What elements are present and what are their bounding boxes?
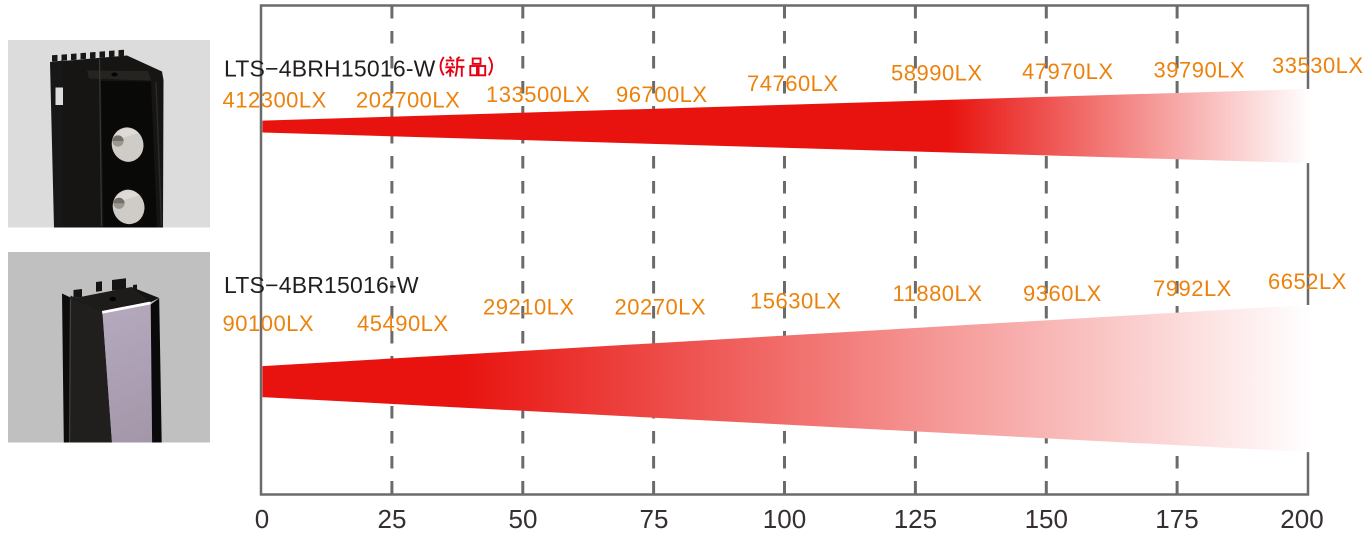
svg-text:74760LX: 74760LX (747, 71, 839, 96)
svg-text:39790LX: 39790LX (1154, 58, 1246, 83)
svg-text:LTS−4BR15016-W: LTS−4BR15016-W (224, 272, 419, 298)
svg-text:45490LX: 45490LX (357, 311, 449, 336)
svg-text:200: 200 (1280, 504, 1323, 534)
svg-text:LTS−4BRH15016-W: LTS−4BRH15016-W (224, 56, 436, 82)
svg-text:96700LX: 96700LX (616, 82, 708, 107)
svg-text:50: 50 (509, 504, 538, 534)
svg-text:90100LX: 90100LX (223, 311, 315, 336)
svg-text:175: 175 (1155, 504, 1198, 534)
svg-text:20270LX: 20270LX (615, 295, 707, 320)
svg-text:125: 125 (894, 504, 937, 534)
svg-text:29210LX: 29210LX (483, 295, 575, 320)
svg-text:7992LX: 7992LX (1153, 276, 1232, 301)
svg-text:75: 75 (640, 504, 669, 534)
svg-text:33530LX: 33530LX (1272, 53, 1364, 78)
svg-text:9360LX: 9360LX (1023, 281, 1102, 306)
svg-text:25: 25 (378, 504, 407, 534)
svg-text:202700LX: 202700LX (356, 88, 460, 113)
svg-text:47970LX: 47970LX (1022, 59, 1114, 84)
svg-text:412300LX: 412300LX (223, 88, 327, 113)
svg-text:11880LX: 11880LX (893, 281, 983, 306)
svg-text:150: 150 (1025, 504, 1068, 534)
svg-text:15630LX: 15630LX (750, 289, 842, 314)
svg-text:100: 100 (763, 504, 806, 534)
svg-text:0: 0 (255, 504, 269, 534)
svg-text:58990LX: 58990LX (891, 61, 983, 86)
svg-text:6652LX: 6652LX (1268, 269, 1347, 294)
svg-text:133500LX: 133500LX (486, 82, 590, 107)
